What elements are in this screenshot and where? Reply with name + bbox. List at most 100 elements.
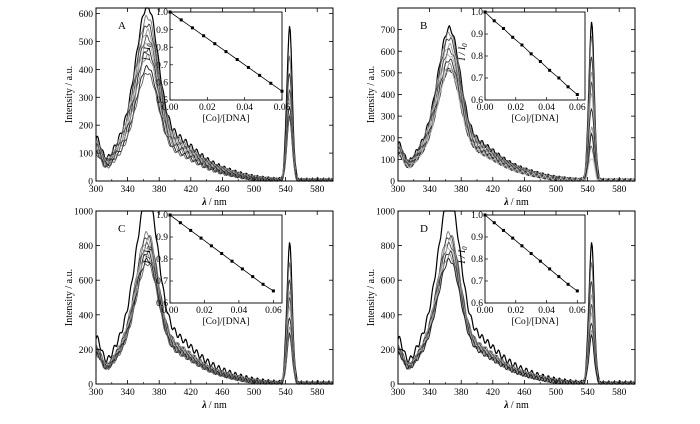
x-tick-label: 500 [549, 388, 564, 398]
inset-data-point [557, 275, 561, 279]
x-axis-label: λ / nm [201, 197, 227, 208]
inset-data-point [189, 228, 193, 232]
panel-label: A [118, 20, 126, 32]
panel-b: 300 340 380 420 460 500 540 580 0 100 200 300 400 500… [366, 7, 636, 208]
x-axis-unit: / nm [209, 197, 227, 208]
inset-data-point [575, 289, 579, 293]
inset-y-axis-label: I / I0 [458, 43, 469, 62]
x-tick-label: 500 [247, 185, 262, 195]
inset-data-point [168, 10, 172, 14]
inset-y-axis-subscript: 0 [146, 43, 154, 47]
x-axis-unit: / nm [209, 400, 227, 411]
y-tick-label: 200 [381, 346, 396, 356]
inset-x-tick-label: 0.04 [538, 103, 555, 113]
inset-y-axis-label: I / I0 [143, 43, 154, 62]
inset-y-tick-label: 0.8 [471, 52, 483, 62]
inset-y-tick-label: 0.6 [471, 96, 483, 106]
y-tick-label: 300 [79, 94, 94, 104]
inset-x-tick-label: 0.02 [507, 103, 524, 113]
inset-frame [484, 214, 586, 304]
inset-data-point [538, 259, 542, 263]
inset-y-axis-text: I / I [143, 46, 153, 62]
y-tick-label: 0 [390, 178, 395, 188]
x-tick-label: 300 [89, 388, 104, 398]
x-tick-label: 340 [422, 388, 437, 398]
inset-y-tick-label: 0.8 [471, 255, 483, 265]
inset-y-axis-subscript: 0 [461, 246, 469, 250]
inset-data-point [178, 221, 182, 225]
inset-x-axis-label: [Co]/[DNA] [512, 114, 559, 124]
inset-y-tick-label: 0.7 [156, 61, 168, 71]
panel-label: B [420, 20, 427, 32]
x-tick-label: 300 [391, 185, 406, 195]
y-tick-label: 600 [79, 277, 94, 287]
x-tick-label: 420 [184, 388, 199, 398]
y-tick-label: 400 [79, 66, 94, 76]
inset-data-point [168, 213, 172, 217]
x-axis-symbol: λ [503, 400, 509, 411]
panel-d: 300 340 380 420 460 500 540 580 0 200 400 600 800 100… [366, 208, 636, 411]
y-axis-label: Intensity / a.u. [64, 269, 75, 326]
inset-data-point [575, 93, 579, 96]
inset-data-point [501, 27, 505, 30]
x-axis-symbol: λ [201, 400, 207, 411]
inset-x-tick-label: 0.06 [569, 103, 586, 113]
inset-data-point [483, 213, 487, 217]
inset-data-point [501, 228, 505, 232]
y-tick-label: 800 [79, 242, 94, 252]
x-tick-label: 580 [612, 185, 627, 195]
x-axis-label: λ / nm [503, 197, 529, 208]
x-tick-label: 460 [215, 185, 230, 195]
x-tick-label: 420 [486, 388, 501, 398]
x-tick-label: 420 [486, 185, 501, 195]
inset-data-point [492, 221, 496, 225]
x-tick-label: 500 [247, 388, 262, 398]
x-tick-label: 540 [580, 185, 595, 195]
x-tick-label: 580 [310, 185, 325, 195]
inset-plot: 0.00 0.02 0.04 0.06 0.6 0.7 0.8 0.9 1.0 [Co]/[DNA… [458, 211, 586, 327]
y-tick-label: 0 [88, 381, 93, 391]
inset-y-tick-label: 0.7 [156, 277, 168, 287]
inset-y-tick-label: 0.5 [156, 96, 168, 106]
inset-x-axis-label: [Co]/[DNA] [203, 317, 250, 327]
plot-frame [95, 210, 334, 385]
x-tick-label: 540 [278, 185, 293, 195]
inset-y-tick-label: 1.0 [156, 211, 168, 221]
inset-y-tick-label: 0.9 [471, 233, 483, 243]
x-tick-label: 460 [215, 388, 230, 398]
x-axis-unit: / nm [511, 400, 529, 411]
inset-data-point [511, 236, 515, 240]
inset-data-point [190, 26, 194, 30]
inset-y-tick-label: 0.8 [156, 43, 168, 53]
inset-y-tick-label: 0.6 [156, 79, 168, 89]
inset-y-tick-label: 0.6 [471, 299, 483, 309]
inset-data-point [269, 81, 273, 85]
inset-data-point [520, 43, 524, 47]
inset-data-point [538, 60, 542, 63]
inset-data-point [224, 50, 228, 54]
inset-x-tick-label: 0.04 [231, 306, 248, 316]
plot-frame [397, 210, 636, 385]
y-tick-label: 0 [88, 178, 93, 188]
inset-data-point [557, 76, 561, 80]
x-tick-label: 380 [454, 185, 469, 195]
panel-label: D [420, 223, 428, 235]
inset-data-point [209, 244, 213, 248]
inset-y-axis-text: I / I [458, 249, 468, 265]
inset-data-point [548, 267, 552, 271]
y-axis-label: Intensity / a.u. [366, 269, 377, 326]
y-tick-label: 800 [381, 242, 396, 252]
inset-x-tick-label: 0.06 [265, 306, 282, 316]
inset-x-tick-label: 0.00 [477, 103, 494, 113]
y-tick-label: 700 [381, 26, 396, 36]
x-axis-symbol: λ [503, 197, 509, 208]
x-tick-label: 540 [278, 388, 293, 398]
inset-data-point [235, 58, 239, 62]
inset-x-axis-label: [Co]/[DNA] [203, 114, 250, 124]
inset-y-tick-label: 0.7 [471, 277, 483, 287]
spectrum-curve-10 [95, 72, 334, 182]
inset-data-point [511, 35, 515, 39]
x-tick-label: 300 [89, 185, 104, 195]
y-tick-label: 300 [381, 113, 396, 123]
inset-x-tick-label: 0.00 [477, 306, 494, 316]
